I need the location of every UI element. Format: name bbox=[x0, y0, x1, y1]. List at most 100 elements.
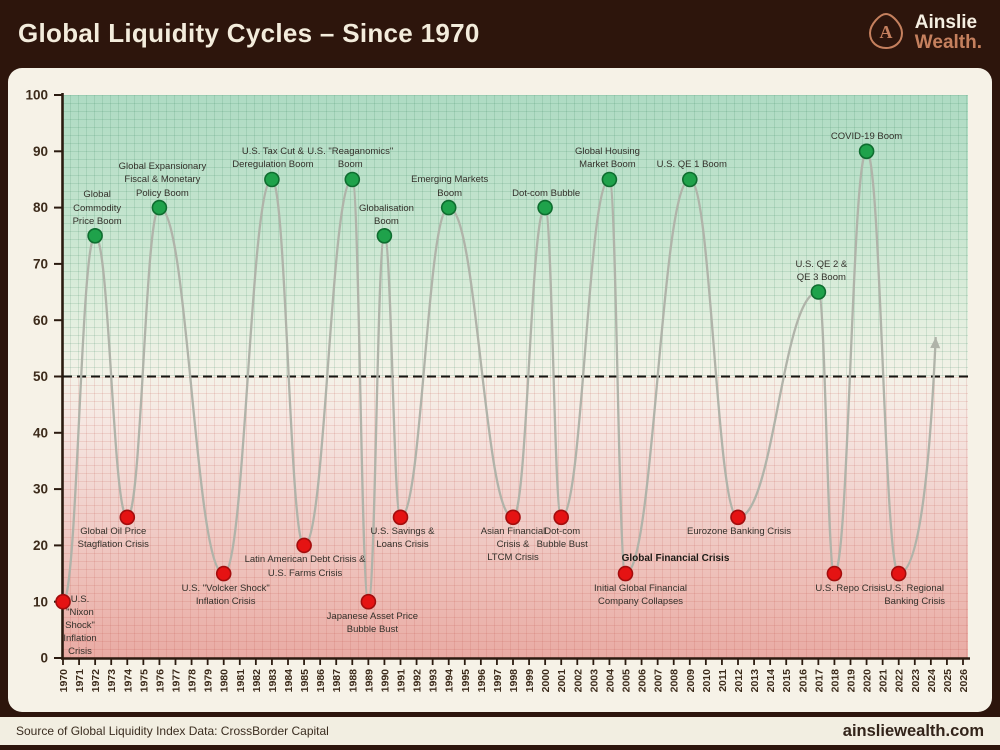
crisis-dot bbox=[505, 509, 521, 526]
event-label: COVID-19 Boom bbox=[830, 131, 903, 143]
y-tick-label: 50 bbox=[33, 369, 48, 384]
grid-upper bbox=[62, 95, 968, 377]
y-tick-label: 20 bbox=[33, 538, 48, 553]
crisis-dot bbox=[360, 593, 377, 610]
x-tick-label: 2003 bbox=[588, 669, 600, 693]
event-label: U.S. "Volcker Shock" Inflation Crisis bbox=[181, 582, 270, 607]
x-tick-label: 2018 bbox=[829, 669, 841, 693]
y-tick-label: 10 bbox=[33, 594, 48, 609]
event-label: Latin American Debt Crisis & U.S. Farms … bbox=[244, 554, 366, 579]
event-label: Eurozone Banking Crisis bbox=[686, 526, 792, 538]
x-tick-label: 2006 bbox=[637, 669, 649, 693]
page-title: Global Liquidity Cycles – Since 1970 bbox=[18, 17, 480, 48]
crisis-dot bbox=[119, 509, 136, 526]
event-label: U.S. Tax Cut & Deregulation Boom bbox=[232, 146, 314, 171]
projection-arrowhead bbox=[930, 337, 941, 349]
event-label: Global Commodity Price Boom bbox=[72, 189, 122, 227]
event-label: Dot-com Bubble bbox=[512, 187, 581, 199]
x-tick-label: 1970 bbox=[58, 669, 70, 693]
x-tick-label: 1995 bbox=[460, 669, 472, 693]
x-tick-label: 1973 bbox=[106, 669, 118, 693]
x-tick-label: 1997 bbox=[492, 669, 504, 693]
plot-area bbox=[62, 95, 968, 658]
x-tick-label: 1998 bbox=[508, 669, 520, 693]
y-tick-label: 40 bbox=[33, 425, 48, 440]
x-tick-label: 2017 bbox=[813, 669, 825, 693]
x-tick-label: 1981 bbox=[235, 669, 247, 693]
x-tick-label: 1971 bbox=[74, 669, 86, 693]
x-tick-label: 1988 bbox=[347, 669, 359, 693]
x-tick-label: 1985 bbox=[299, 669, 311, 693]
x-tick-label: 2021 bbox=[878, 669, 890, 693]
x-tick-label: 1982 bbox=[251, 669, 263, 693]
liquidity-cycle-chart: 0 10 20 30 40 50 60 70 80 90 100 1970 1971 1972 1973 19… bbox=[25, 88, 970, 693]
x-tick-label: 2007 bbox=[653, 669, 665, 693]
event-label: Global Expansionary Fiscal & Monetary Po… bbox=[118, 161, 207, 199]
boom-dot bbox=[601, 171, 618, 188]
y-tick-label: 100 bbox=[25, 88, 48, 103]
boom-dot bbox=[537, 199, 553, 216]
x-tick-label: 2011 bbox=[717, 669, 729, 692]
event-label: Globalisation Boom bbox=[358, 202, 414, 227]
boom-dot bbox=[858, 143, 875, 160]
x-tick-label: 1992 bbox=[412, 669, 424, 693]
ainslie-logo-icon: A bbox=[866, 11, 906, 56]
website-link[interactable]: ainsliewealth.com bbox=[842, 721, 984, 740]
x-tick-label: 2025 bbox=[942, 669, 954, 693]
crisis-dot bbox=[553, 509, 570, 526]
x-tick-label: 1972 bbox=[90, 669, 102, 693]
event-label: U.S. "Nixon Shock" Inflation Crisis bbox=[63, 593, 97, 658]
y-tick-label: 30 bbox=[33, 482, 48, 497]
x-tick-label: 2004 bbox=[604, 669, 616, 693]
x-tick-label: 1984 bbox=[283, 669, 295, 693]
x-tick-label: 2023 bbox=[910, 669, 922, 693]
event-label: U.S. Savings & Loans Crisis bbox=[370, 526, 435, 551]
x-tick-label: 1994 bbox=[444, 669, 456, 693]
crisis-dot bbox=[215, 565, 232, 582]
crisis-dot bbox=[296, 537, 312, 554]
x-tick-label: 2002 bbox=[572, 669, 584, 693]
y-tick-label: 80 bbox=[33, 200, 48, 215]
brand-name: Ainslie Wealth. bbox=[915, 13, 982, 53]
boom-dot bbox=[151, 199, 168, 216]
x-tick-label: 1991 bbox=[396, 669, 408, 693]
footer: Source of Global Liquidity Index Data: C… bbox=[0, 717, 1000, 745]
event-label: Dot-com Bubble Bust bbox=[536, 526, 588, 551]
y-tick-label: 70 bbox=[33, 257, 48, 272]
y-tick-label: 0 bbox=[40, 651, 48, 666]
boom-dot bbox=[344, 171, 361, 188]
boom-dot bbox=[87, 228, 103, 244]
x-tick-label: 1983 bbox=[267, 669, 279, 693]
x-tick-label: 1977 bbox=[171, 669, 183, 693]
y-tick-label: 90 bbox=[33, 144, 48, 159]
crisis-dot bbox=[730, 509, 746, 526]
x-tick-label: 2013 bbox=[749, 669, 761, 693]
event-label: Global Housing Market Boom bbox=[574, 146, 640, 171]
crisis-dot bbox=[826, 565, 843, 582]
chart-card: 0 10 20 30 40 50 60 70 80 90 100 1970 1971 1972 1973 19… bbox=[8, 68, 992, 712]
event-label: U.S. QE 1 Boom bbox=[656, 159, 727, 171]
event-label: Emerging Markets Boom bbox=[411, 174, 489, 199]
crisis-dot bbox=[890, 565, 907, 582]
boom-dot bbox=[681, 171, 698, 188]
brand-logo: A Ainslie Wealth. bbox=[866, 11, 982, 56]
boom-dot bbox=[810, 284, 827, 300]
boom-dot bbox=[440, 199, 457, 216]
x-tick-label: 2019 bbox=[846, 669, 858, 693]
event-label: Japanese Asset Price Bubble Bust bbox=[326, 610, 419, 635]
x-tick-label: 2000 bbox=[540, 669, 552, 693]
x-tick-label: 2026 bbox=[958, 669, 970, 693]
boom-dot bbox=[376, 228, 393, 244]
svg-text:A: A bbox=[879, 22, 892, 42]
x-tick-label: 1978 bbox=[187, 669, 199, 693]
event-label: U.S. Repo Crisis bbox=[815, 582, 886, 594]
event-label: Asian Financial Crisis & LTCM Crisis bbox=[480, 526, 546, 564]
y-tick-label: 60 bbox=[33, 313, 48, 328]
x-tick-label: 2020 bbox=[862, 669, 874, 693]
x-tick-label: 2009 bbox=[685, 669, 697, 693]
x-tick-label: 1987 bbox=[331, 669, 343, 693]
x-tick-label: 1980 bbox=[219, 669, 231, 693]
x-tick-label: 1976 bbox=[154, 669, 166, 693]
event-label-bold: Global Financial Crisis bbox=[621, 552, 730, 564]
x-tick-label: 2024 bbox=[926, 669, 938, 693]
